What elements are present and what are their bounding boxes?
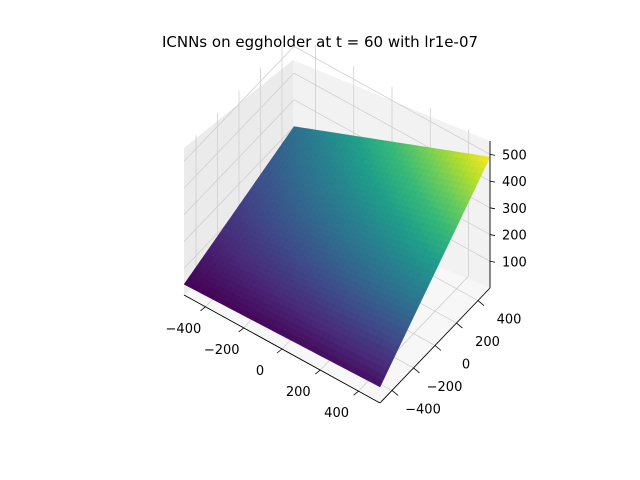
- left-pane: [184, 60, 293, 295]
- tick-mark: [391, 390, 399, 396]
- y-tick-label: 200: [475, 335, 500, 350]
- tick-mark: [489, 180, 496, 183]
- tick-mark: [353, 390, 359, 396]
- surface-mesh: [183, 126, 491, 388]
- tick-mark: [489, 153, 496, 156]
- x-tick-label: −200: [204, 343, 240, 358]
- tick-mark: [276, 348, 283, 354]
- surface-facet: [374, 378, 384, 388]
- z-tick-label: 200: [502, 229, 527, 244]
- z-tick-label: 400: [502, 175, 527, 190]
- tick-mark: [238, 327, 244, 333]
- grid-line: [183, 46, 295, 162]
- grid-line: [183, 72, 295, 189]
- y-tick-label: −200: [427, 380, 463, 395]
- tick-mark: [413, 367, 420, 374]
- grid-line: [183, 126, 295, 242]
- axis-lines: [183, 141, 496, 404]
- chart-title: ICNNs on eggholder at t = 60 with lr1e-0…: [161, 33, 479, 51]
- x-tick-label: 200: [286, 385, 311, 400]
- tick-mark: [489, 234, 496, 236]
- tick-mark: [489, 260, 496, 263]
- tick-mark: [477, 300, 485, 306]
- x-tick-label: 0: [256, 364, 264, 379]
- tick-mark: [434, 345, 442, 351]
- y-tick-label: −400: [405, 402, 441, 417]
- x-tick-label: −400: [166, 322, 202, 337]
- grid-line: [183, 99, 295, 216]
- y-tick-label: 0: [462, 358, 470, 373]
- y-tick-label: 400: [497, 313, 522, 328]
- grid-line: [293, 46, 491, 155]
- tick-mark: [200, 306, 206, 312]
- z-tick-label: 100: [502, 255, 527, 270]
- x-tick-label: 400: [324, 406, 349, 421]
- z-tick-label: 300: [502, 202, 527, 217]
- z-tick-label: 500: [502, 148, 527, 163]
- tick-mark: [456, 322, 463, 329]
- tick-mark: [489, 207, 496, 210]
- tick-mark: [315, 369, 321, 375]
